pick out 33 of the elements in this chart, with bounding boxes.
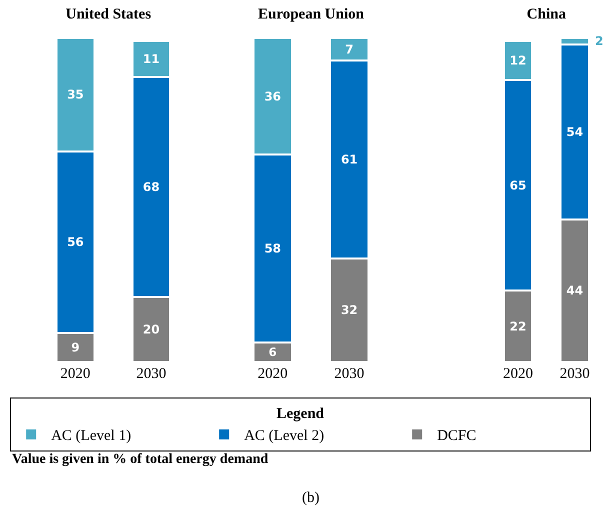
- data-label: 58: [264, 242, 282, 256]
- data-label: 61: [340, 152, 358, 166]
- legend-label: AC (Level 1): [51, 428, 132, 444]
- chart-title: European Union: [258, 6, 365, 22]
- x-tick-label: 2020: [60, 366, 90, 382]
- x-tick-label: 2030: [334, 366, 364, 382]
- text: (b): [302, 490, 320, 506]
- data-label: 20: [142, 322, 160, 337]
- x-tick-label: 2030: [560, 366, 590, 382]
- data-label: 2: [595, 34, 604, 48]
- data-label: 12: [510, 54, 526, 68]
- data-label: 36: [264, 89, 282, 104]
- chart-title: China: [526, 6, 566, 22]
- data-label: 7: [345, 42, 354, 56]
- data-label: 65: [510, 178, 526, 192]
- chart-title: United States: [66, 6, 152, 22]
- data-label: 22: [510, 319, 526, 334]
- data-label: 6: [268, 345, 277, 360]
- data-label: 35: [67, 88, 84, 102]
- data-label: 32: [340, 303, 358, 318]
- x-tick-label: 2020: [503, 366, 534, 382]
- data-label: 11: [142, 52, 160, 66]
- data-label: 44: [566, 284, 584, 298]
- data-label: 56: [67, 235, 84, 250]
- data-label: 9: [71, 340, 80, 354]
- legend-label: DCFC: [437, 428, 476, 444]
- x-tick-label: 2020: [258, 366, 288, 382]
- text: Value is given in % of total energy demand: [12, 452, 268, 467]
- legend-title: Legend: [276, 406, 325, 422]
- legend-label: AC (Level 2): [244, 428, 324, 444]
- x-tick-label: 2030: [136, 366, 166, 382]
- data-label: 68: [142, 180, 160, 194]
- data-label: 54: [566, 124, 584, 139]
